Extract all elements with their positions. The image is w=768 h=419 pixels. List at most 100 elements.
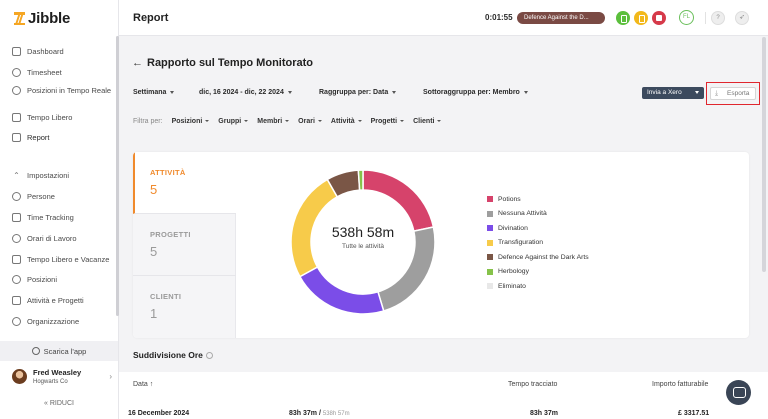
legend-item[interactable]: Defence Against the Dark Arts bbox=[487, 250, 589, 265]
sidebar-item-activities[interactable]: Attività e Progetti bbox=[12, 296, 84, 305]
filter-name: Posizioni bbox=[171, 118, 203, 125]
filter-clients[interactable]: Clienti bbox=[413, 118, 442, 125]
group-by-select[interactable]: Raggruppa per: Data bbox=[319, 89, 397, 96]
donut-slice-divination[interactable] bbox=[298, 266, 385, 315]
info-icon[interactable] bbox=[205, 352, 213, 360]
double-chevron-left-icon: « bbox=[44, 400, 48, 407]
collapse-sidebar-button[interactable]: « RIDUCI bbox=[0, 400, 118, 407]
timer: 0:01:55 bbox=[485, 13, 513, 22]
back-arrow-icon[interactable]: ← bbox=[132, 57, 143, 69]
send-to-xero-button[interactable]: Invia a Xero bbox=[642, 87, 704, 99]
gear-icon bbox=[12, 317, 21, 326]
rocket-icon[interactable]: ➶ bbox=[735, 11, 749, 25]
sidebar-item-live-locations[interactable]: Posizioni in Tempo Reale bbox=[12, 86, 112, 95]
sidebar-scrollbar[interactable] bbox=[116, 36, 119, 316]
current-activity-badge[interactable]: Defence Against the D... bbox=[517, 12, 605, 24]
sidebar-item-timesheet[interactable]: Timesheet bbox=[12, 68, 62, 77]
sidebar-item-time-off[interactable]: Tempo Libero bbox=[12, 113, 72, 122]
top-bar: Report 0:01:55 Defence Against the D... … bbox=[119, 0, 768, 36]
sidebar-item-label: Persone bbox=[27, 192, 55, 201]
help-icon[interactable]: ? bbox=[711, 11, 725, 25]
tab-clients[interactable]: CLIENTI 1 bbox=[133, 276, 236, 338]
clock-in-button[interactable] bbox=[616, 11, 630, 25]
legend-label: Nessuna Attività bbox=[498, 210, 547, 218]
chevron-down-icon bbox=[317, 120, 322, 123]
column-header-tracked[interactable]: Tempo tracciato bbox=[508, 381, 558, 388]
user-initials-button[interactable]: FL bbox=[679, 10, 694, 25]
filter-groups[interactable]: Gruppi bbox=[218, 118, 249, 125]
sidebar-item-label: Report bbox=[27, 133, 50, 142]
sidebar-item-locations[interactable]: Posizioni bbox=[12, 275, 57, 284]
sidebar-item-label: Timesheet bbox=[27, 68, 62, 77]
sidebar-item-people[interactable]: Persone bbox=[12, 192, 55, 201]
legend-item[interactable]: Potions bbox=[487, 192, 589, 207]
donut-slice-potions[interactable] bbox=[362, 169, 435, 233]
subgroup-by-select[interactable]: Sottoraggruppa per: Membro bbox=[423, 89, 528, 96]
filter-members[interactable]: Membri bbox=[257, 118, 290, 125]
avatar bbox=[12, 369, 27, 384]
legend-label: Transfiguration bbox=[498, 239, 544, 247]
sidebar-item-label: Tempo Libero bbox=[27, 113, 73, 122]
legend-label: Divination bbox=[498, 224, 528, 232]
xero-label: Invia a Xero bbox=[647, 89, 682, 96]
main-content: ← Rapporto sul Tempo Monitorato Settiman… bbox=[119, 37, 768, 419]
legend-item[interactable]: Divination bbox=[487, 221, 589, 236]
sidebar-item-dashboard[interactable]: Dashboard bbox=[12, 47, 64, 56]
period-select[interactable]: Settimana bbox=[133, 89, 175, 96]
tab-value: 5 bbox=[150, 244, 158, 259]
chevron-down-icon bbox=[205, 120, 210, 123]
sidebar-item-report[interactable]: Report bbox=[12, 133, 50, 142]
jibble-logo-icon bbox=[14, 12, 25, 25]
chat-icon[interactable] bbox=[726, 380, 751, 405]
legend-item[interactable]: Eliminato bbox=[487, 279, 589, 294]
divider bbox=[705, 12, 706, 24]
tab-label: ATTIVITÀ bbox=[150, 168, 186, 177]
tab-projects[interactable]: PROGETTI 5 bbox=[133, 214, 236, 276]
donut-slice-herbology[interactable] bbox=[357, 169, 364, 191]
filter-bar: Filtra per: Posizioni Gruppi Membri Orar… bbox=[133, 118, 442, 125]
column-label: Data bbox=[133, 381, 148, 388]
date-range-label: dic, 16 2024 - dic, 22 2024 bbox=[199, 89, 284, 96]
work-schedule-icon bbox=[12, 234, 21, 243]
main-scrollbar[interactable] bbox=[762, 37, 766, 272]
break-button[interactable] bbox=[634, 11, 648, 25]
page-title: Rapporto sul Tempo Monitorato bbox=[147, 57, 314, 69]
sidebar-item-label: Dashboard bbox=[27, 47, 64, 56]
clock-out-button[interactable] bbox=[652, 11, 666, 25]
tag-icon bbox=[12, 296, 21, 305]
export-button[interactable]: Esporta bbox=[710, 87, 756, 100]
sidebar-item-time-tracking[interactable]: Time Tracking bbox=[12, 213, 74, 222]
user-menu[interactable]: Fred Weasley Hogwarts Co › bbox=[12, 368, 112, 385]
filter-schedules[interactable]: Orari bbox=[298, 118, 322, 125]
column-header-date[interactable]: Data ↑ bbox=[133, 381, 153, 388]
legend-item[interactable]: Herbology bbox=[487, 265, 589, 280]
tracked-total: 538h 57m bbox=[322, 411, 350, 417]
tab-value: 1 bbox=[150, 306, 158, 321]
filter-activities[interactable]: Attività bbox=[331, 118, 362, 125]
breakdown-title-text: Suddivisione Ore bbox=[133, 350, 203, 360]
filter-name: Progetti bbox=[370, 118, 398, 125]
sidebar-item-work-schedules[interactable]: Orari di Lavoro bbox=[12, 234, 77, 243]
legend-item[interactable]: Nessuna Attività bbox=[487, 207, 589, 222]
chevron-down-icon bbox=[170, 90, 175, 94]
sort-up-icon: ↑ bbox=[149, 381, 154, 388]
filter-projects[interactable]: Progetti bbox=[370, 118, 405, 125]
tab-activities[interactable]: ATTIVITÀ 5 bbox=[133, 152, 236, 214]
filter-locations[interactable]: Posizioni bbox=[172, 118, 210, 125]
sidebar-item-label: Posizioni bbox=[27, 275, 58, 284]
legend-item[interactable]: Transfiguration bbox=[487, 236, 589, 251]
chevron-up-icon: ⌃ bbox=[13, 171, 20, 180]
download-app-button[interactable]: Scarica l'app bbox=[0, 341, 118, 361]
column-header-billable[interactable]: Importo fatturabile bbox=[652, 381, 709, 388]
date-range-select[interactable]: dic, 16 2024 - dic, 22 2024 bbox=[199, 89, 292, 96]
sidebar-item-settings[interactable]: ⌃ Impostazioni bbox=[12, 171, 69, 180]
chevron-down-icon bbox=[523, 90, 528, 94]
sidebar-item-holidays[interactable]: Tempo Libero e Vacanze bbox=[12, 255, 109, 264]
sidebar-item-organization[interactable]: Organizzazione bbox=[12, 317, 79, 326]
chevron-down-icon bbox=[400, 120, 405, 123]
legend-swatch bbox=[487, 210, 493, 217]
brand-name: Jibble bbox=[28, 10, 71, 27]
tab-value: 5 bbox=[150, 182, 158, 197]
logo[interactable]: Jibble bbox=[14, 10, 70, 27]
legend-swatch bbox=[487, 283, 493, 290]
